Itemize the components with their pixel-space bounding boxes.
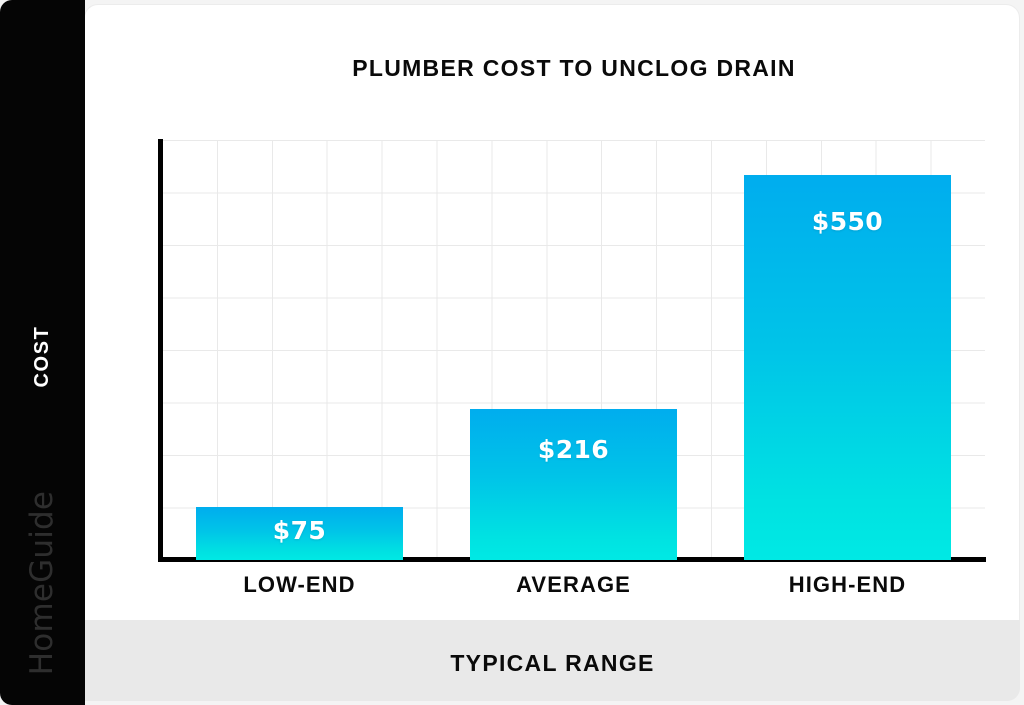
x-axis-category-label: LOW-END bbox=[243, 572, 356, 597]
footer-band: TYPICAL RANGE bbox=[85, 620, 1020, 701]
sidebar: COST HomeGuide bbox=[0, 0, 85, 705]
bar-value-label: $550 bbox=[811, 207, 884, 236]
bar-low-end: $75 bbox=[196, 507, 403, 560]
x-axis-category-label: HIGH-END bbox=[788, 572, 907, 597]
bar-value-label: $75 bbox=[272, 516, 327, 545]
x-axis-category-label: AVERAGE bbox=[516, 572, 631, 597]
chart-title: PLUMBER COST TO UNCLOG DRAIN bbox=[352, 55, 796, 81]
x-axis-title: TYPICAL RANGE bbox=[450, 650, 655, 676]
y-axis-line bbox=[158, 139, 163, 562]
bar-average: $216 bbox=[470, 409, 677, 560]
y-axis-label: COST bbox=[31, 325, 53, 388]
brand-watermark: HomeGuide bbox=[24, 490, 60, 676]
bar-high-end: $550 bbox=[744, 175, 951, 560]
bar-value-label: $216 bbox=[537, 434, 610, 464]
